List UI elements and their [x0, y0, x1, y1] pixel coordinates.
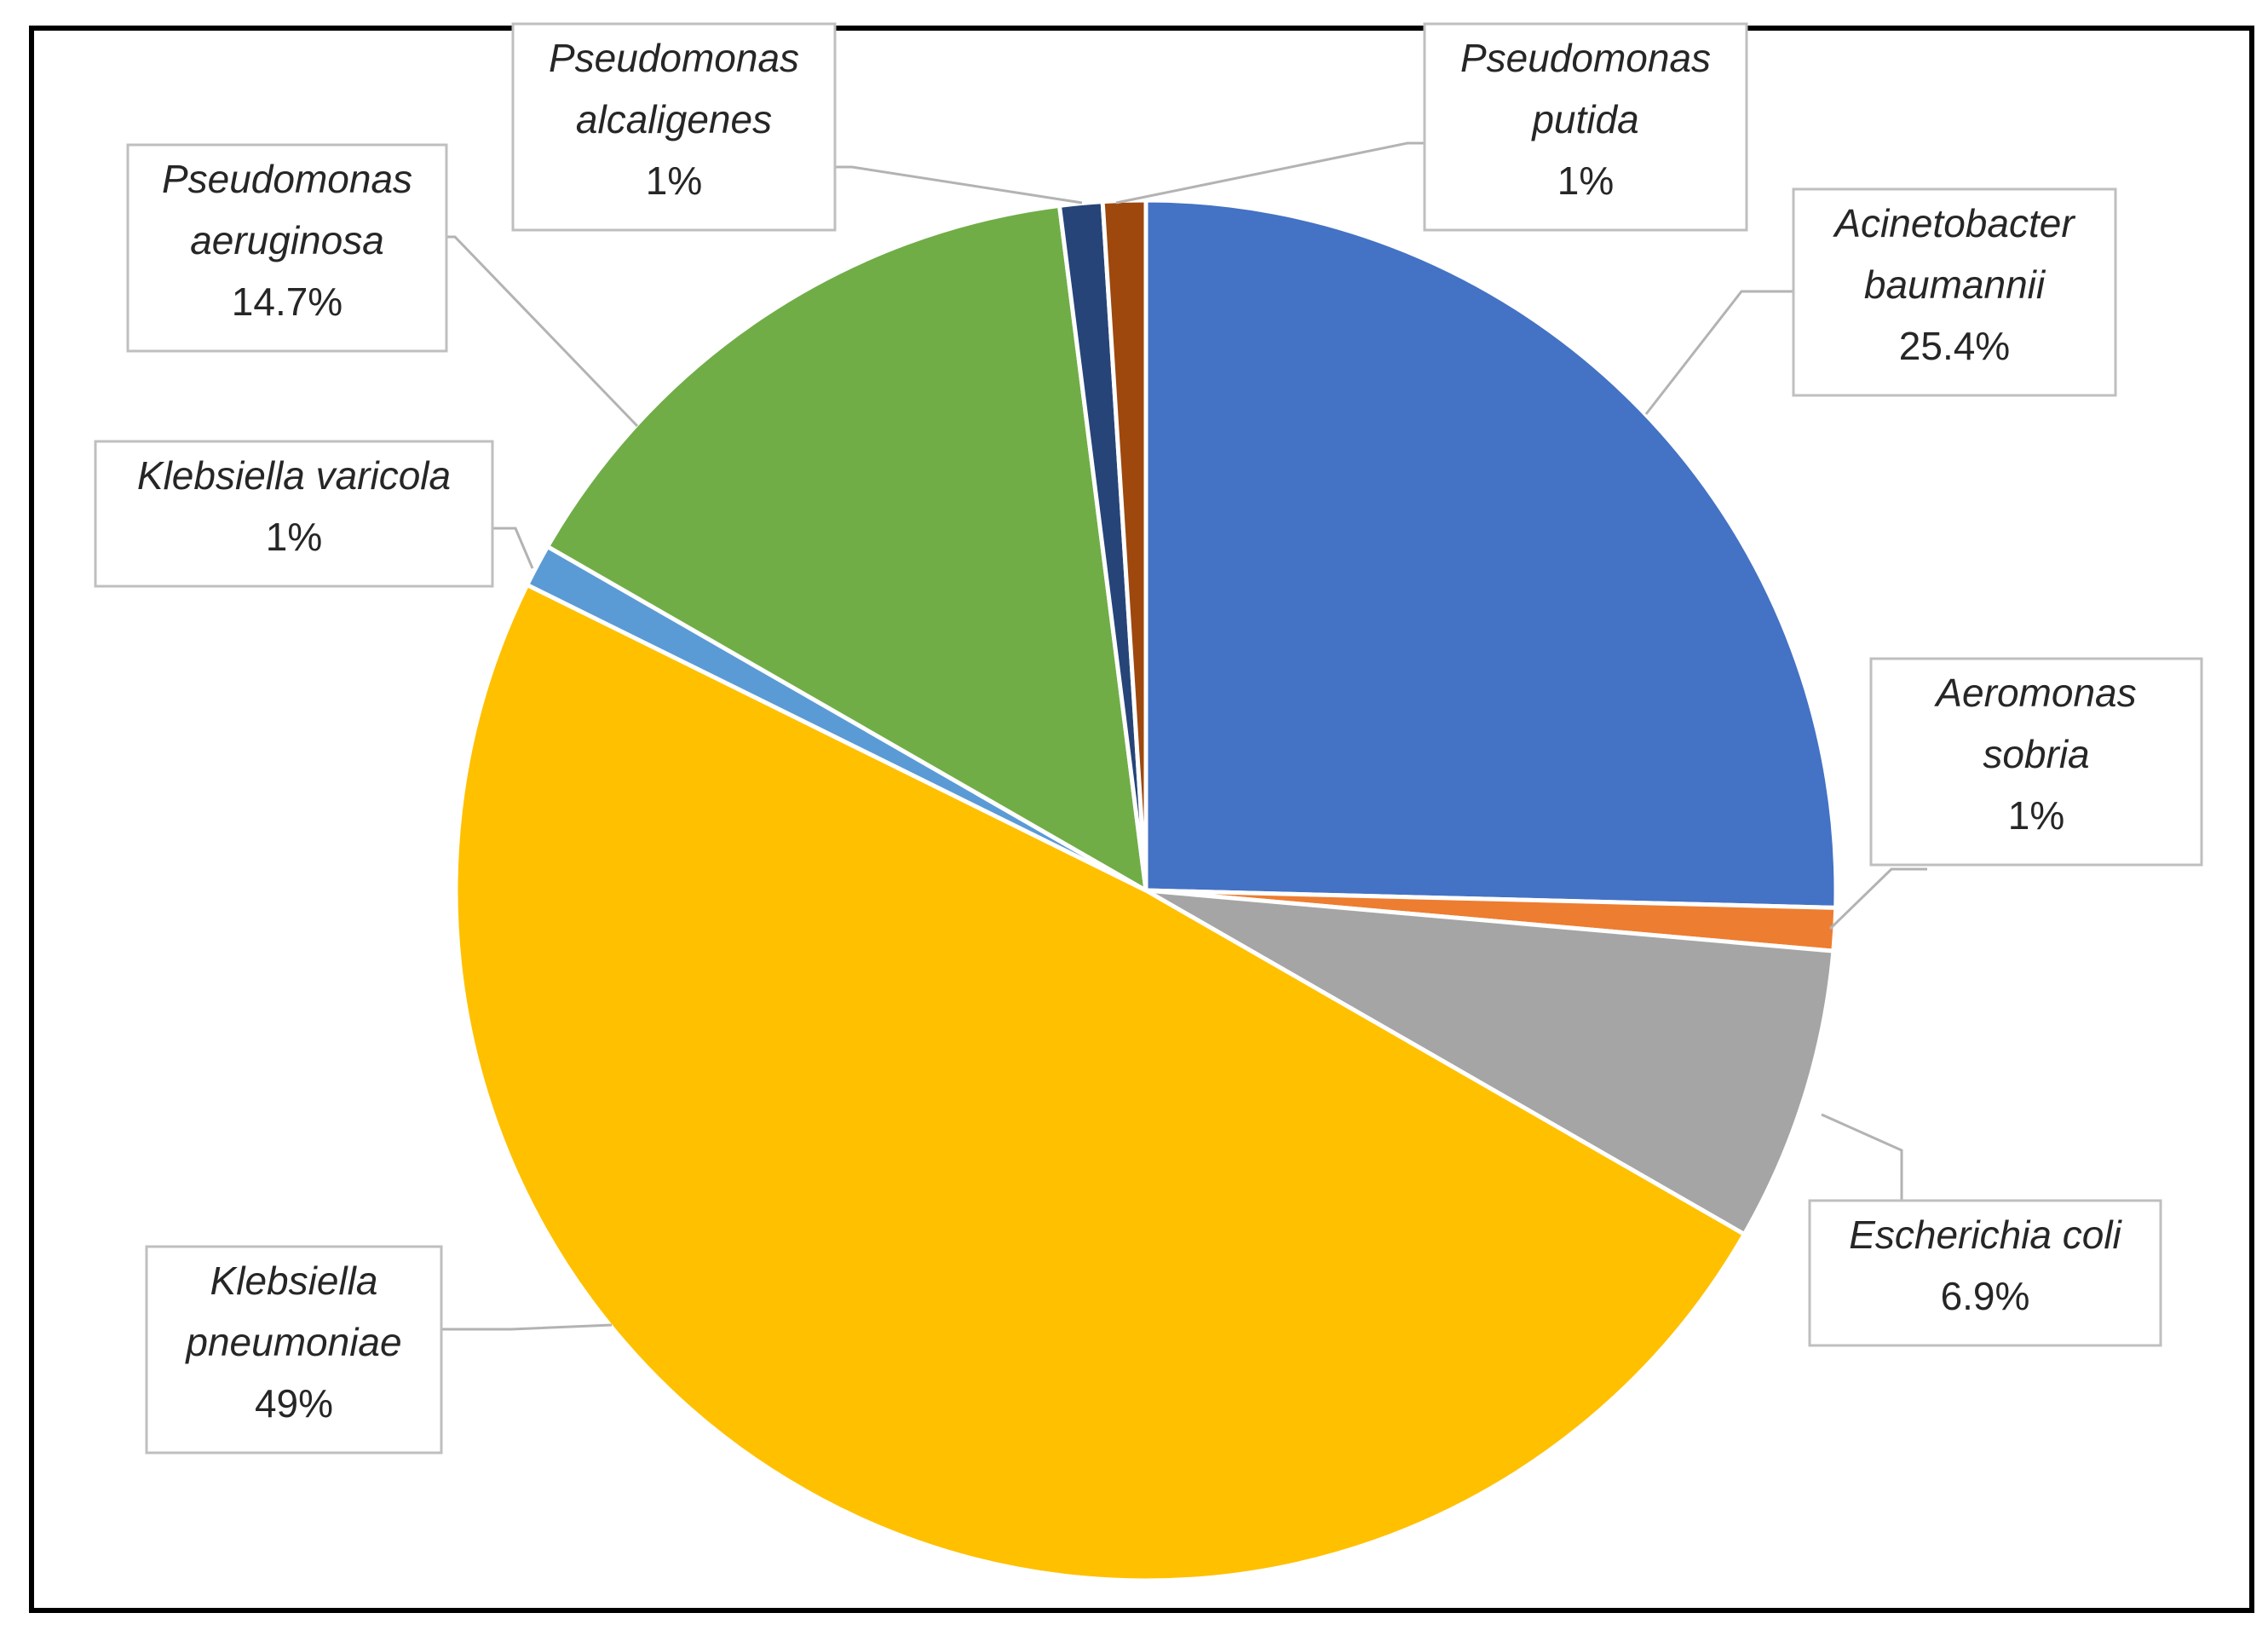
pie-slice-escherichia-coli [1143, 888, 1836, 1237]
data-label-name: Acinetobacter [1832, 201, 2075, 245]
pie-slice-pseudomonas-aeruginosa [545, 203, 1148, 893]
data-label-name: pneumoniae [184, 1320, 401, 1364]
data-label-box [1423, 22, 1748, 232]
data-label-box [1808, 1199, 2162, 1347]
data-label-name: sobria [1983, 732, 2089, 776]
data-label: Pseudomonas aeruginosa 14.7% [126, 143, 448, 353]
pie-slices [453, 198, 1839, 1583]
pie-slice-klebsiella-pneumoniae [453, 582, 1747, 1583]
data-label-value: 1% [646, 158, 702, 203]
data-label-value: 1% [2008, 793, 2064, 838]
data-label-box [1792, 187, 2117, 397]
data-label: Aeromonas sobria 1% [1869, 657, 2203, 867]
data-label-box [94, 440, 494, 588]
leader-line [441, 1323, 613, 1331]
data-label-box [126, 143, 448, 353]
data-label-name: Klebsiella varicola [137, 453, 451, 498]
data-label: Acinetobacter baumannii 25.4% [1792, 187, 2117, 397]
leader-line [1828, 867, 1927, 930]
data-label: Pseudomonas putida 1% [1423, 22, 1748, 232]
data-label-name: putida [1530, 97, 1638, 141]
leader-line [1644, 290, 1793, 415]
data-label-name: Pseudomonas [549, 36, 799, 80]
data-label-name: Klebsiella [210, 1259, 378, 1303]
data-label: Klebsiella varicola 1% [94, 440, 494, 588]
leader-line [492, 527, 534, 569]
leader-lines [441, 141, 1927, 1331]
data-label-name: Pseudomonas [1460, 36, 1711, 80]
data-label-value: 1% [1557, 158, 1614, 203]
data-label-value: 14.7% [232, 279, 343, 324]
data-label-value: 6.9% [1941, 1274, 2030, 1318]
data-labels: Acinetobacter baumannii 25.4% Aeromonas sobr… [94, 22, 2203, 1455]
data-label-name: aeruginosa [190, 218, 384, 262]
data-label-name: Pseudomonas [162, 157, 412, 201]
data-label: Klebsiella pneumoniae 49% [145, 1245, 443, 1455]
data-label-name: baumannii [1864, 262, 2046, 307]
leader-line [1821, 1113, 1903, 1201]
data-label-box [145, 1245, 443, 1455]
leader-line [1115, 141, 1425, 204]
data-label-value: 1% [266, 515, 322, 559]
data-label-box [1869, 657, 2203, 867]
data-label: Pseudomonas alcaligenes 1% [511, 22, 837, 232]
data-label-name: alcaligenes [576, 97, 772, 141]
data-label-value: 49% [255, 1381, 333, 1426]
data-label-name: Escherichia coli [1849, 1213, 2122, 1257]
pie-slice-acinetobacter-baumannii [1143, 198, 1839, 910]
leader-line [446, 235, 639, 428]
leader-line [835, 165, 1083, 204]
data-label-box [511, 22, 837, 232]
data-label-name: Aeromonas [1933, 671, 2136, 715]
data-label: Escherichia coli 6.9% [1808, 1199, 2162, 1347]
data-label-value: 25.4% [1899, 324, 2010, 368]
